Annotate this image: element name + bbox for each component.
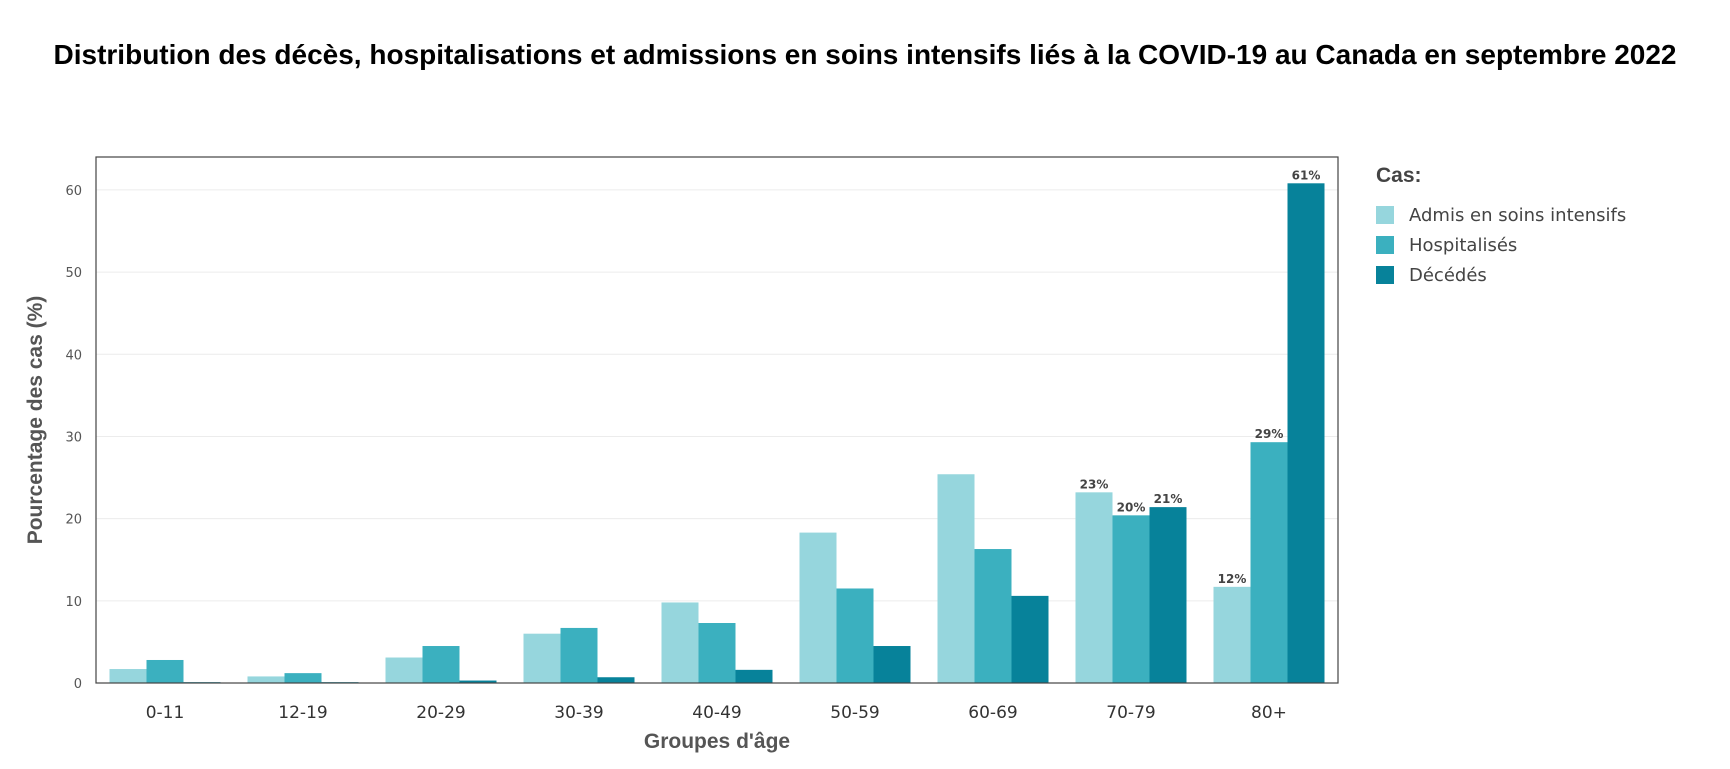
bar-20-29-1 xyxy=(422,646,460,683)
x-axis-title: Groupes d'âge xyxy=(644,730,790,753)
bar-50-59-2 xyxy=(873,646,911,683)
legend-label: Admis en soins intensifs xyxy=(1409,205,1626,226)
x-axis-ticks: 0-11 12-19 20-29 30-39 40-49 50-59 60-69 70-79 8… xyxy=(146,703,1287,723)
plot-frame xyxy=(95,156,1339,684)
legend-label: Décédés xyxy=(1409,265,1487,286)
x-tick-label: 20-29 xyxy=(416,703,465,723)
legend-swatch xyxy=(1376,266,1394,284)
bar-40-49-2 xyxy=(735,669,773,683)
bar-80+-0 xyxy=(1213,586,1251,683)
bar-40-49-1 xyxy=(698,623,736,683)
y-tick-label: 50 xyxy=(65,266,82,281)
y-tick-label: 30 xyxy=(65,430,82,445)
y-tick-label: 20 xyxy=(65,513,82,528)
x-tick-label: 60-69 xyxy=(968,703,1017,723)
bar-80+-2 xyxy=(1287,183,1325,684)
legend-title: Cas: xyxy=(1376,164,1422,187)
bar-70-79-2 xyxy=(1149,507,1187,683)
bar-70-79-1 xyxy=(1112,515,1150,683)
x-tick-label: 40-49 xyxy=(692,703,741,723)
bar-60-69-2 xyxy=(1011,595,1049,683)
x-tick-label: 30-39 xyxy=(554,703,603,723)
bar-50-59-0 xyxy=(799,532,837,683)
bar-0-11-1 xyxy=(146,659,184,683)
bar-60-69-0 xyxy=(937,474,975,683)
data-label: 12% xyxy=(1218,572,1247,586)
legend: Cas: Admis en soins intensifs Hospitalisé… xyxy=(1376,164,1626,286)
chart-title: Distribution des décès, hospitalisations… xyxy=(53,39,1677,70)
x-tick-label: 0-11 xyxy=(146,703,185,723)
bar-12-19-0 xyxy=(247,676,285,683)
data-labels: 23% 20% 21% 12% 29% 61% xyxy=(1080,168,1321,586)
legend-label: Hospitalisés xyxy=(1409,235,1517,256)
legend-swatch xyxy=(1376,236,1394,254)
bar-70-79-0 xyxy=(1075,492,1113,683)
bar-30-39-1 xyxy=(560,627,598,683)
x-tick-label: 70-79 xyxy=(1106,703,1155,723)
bar-0-11-0 xyxy=(109,669,147,683)
bar-60-69-1 xyxy=(974,549,1012,683)
bar-30-39-2 xyxy=(597,677,635,683)
x-tick-label: 50-59 xyxy=(830,703,879,723)
bar-40-49-0 xyxy=(661,602,699,683)
bar-20-29-2 xyxy=(459,680,497,683)
y-tick-label: 10 xyxy=(65,595,82,610)
bar-50-59-1 xyxy=(836,588,874,683)
y-axis-ticks: 0 10 20 30 40 50 60 xyxy=(65,184,82,692)
data-label: 23% xyxy=(1080,477,1109,491)
data-label: 20% xyxy=(1117,500,1146,514)
y-axis-title: Pourcentage des cas (%) xyxy=(24,296,47,545)
x-tick-label: 12-19 xyxy=(278,703,327,723)
legend-swatch xyxy=(1376,206,1394,224)
x-tick-label: 80+ xyxy=(1251,703,1287,723)
data-label: 29% xyxy=(1255,427,1284,441)
bar-30-39-0 xyxy=(523,633,561,683)
bar-20-29-0 xyxy=(385,657,423,683)
y-tick-label: 40 xyxy=(65,348,82,363)
data-label: 61% xyxy=(1292,168,1321,182)
y-tick-label: 60 xyxy=(65,184,82,199)
bars xyxy=(109,183,1325,684)
data-label: 21% xyxy=(1154,492,1183,506)
y-tick-label: 0 xyxy=(74,677,82,692)
bar-12-19-1 xyxy=(284,673,322,683)
bar-80+-1 xyxy=(1250,442,1288,683)
